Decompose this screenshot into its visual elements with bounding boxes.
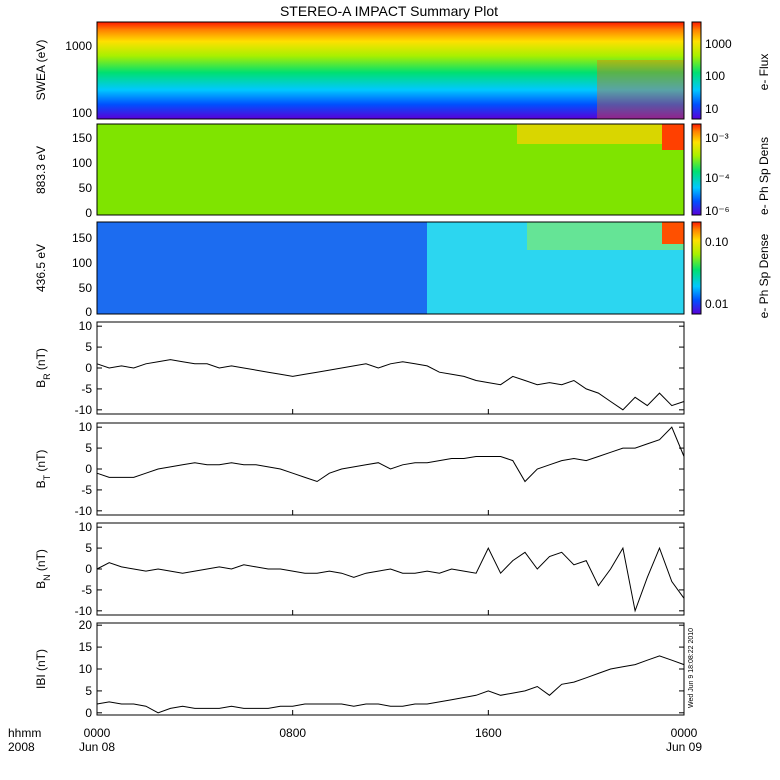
panel-frame <box>96 123 685 216</box>
y-tick-label: -5 <box>81 583 92 597</box>
series-line <box>96 359 685 411</box>
line-panel: 0 5 10 15 20 IBI (nT) <box>34 618 685 720</box>
x-tick-label: 0000 <box>671 726 698 740</box>
y-tick-label: 5 <box>85 541 92 555</box>
y-tick-label: 100 <box>72 256 92 270</box>
y-tick-label: 10 <box>79 520 93 534</box>
y-tick-label: 150 <box>72 231 92 245</box>
pad-883-red-patch <box>662 124 684 150</box>
y-tick-label: 5 <box>85 340 92 354</box>
y-tick-label: 5 <box>85 441 92 455</box>
colorbar-tick-label: 10⁻⁶ <box>705 204 730 218</box>
colorbar-tick-label: 1000 <box>705 37 732 51</box>
colorbar-label: e- Ph Sp Dens <box>757 137 771 215</box>
panel-frame <box>96 622 685 716</box>
y-tick-label: 0 <box>85 361 92 375</box>
y-axis-label: BT (nT) <box>34 450 52 489</box>
colorbar-tick-label: 100 <box>705 69 725 83</box>
y-tick-label: -10 <box>75 504 93 518</box>
y-tick-label: -10 <box>75 604 93 618</box>
y-tick-label: 10 <box>79 420 93 434</box>
y-tick-label: 0 <box>85 706 92 720</box>
y-tick-label: 0 <box>85 305 92 319</box>
colorbar-pad-436: 0.10 0.01 <box>691 221 729 315</box>
colorbar-ramp <box>691 21 702 120</box>
y-tick-label: -10 <box>75 403 93 417</box>
time-axis-row1-label: hhmm <box>8 726 41 740</box>
y-tick-label: 50 <box>79 181 93 195</box>
panel-frame <box>96 221 685 315</box>
series-line <box>96 426 685 483</box>
y-axis: 150 100 50 0 436.5 eV <box>34 231 92 319</box>
y-tick-label: 10 <box>79 662 93 676</box>
colorbar-tick-label: 10⁻³ <box>705 131 729 145</box>
colorbar-tick-label: 0.10 <box>705 235 729 249</box>
colorbar-pad-883: 10⁻³ 10⁻⁴ 10⁻⁶ <box>691 123 730 218</box>
x-tick-date: Jun 08 <box>79 740 115 754</box>
pad-436-warm-band <box>527 222 684 250</box>
x-tick-label: 0000 <box>84 726 111 740</box>
series-line <box>96 655 685 714</box>
y-tick-label: 0 <box>85 462 92 476</box>
colorbar-label: e- Ph Sp Dense <box>757 233 771 318</box>
time-axis-row2-label: 2008 <box>8 740 35 754</box>
y-tick-label: 100 <box>72 106 92 120</box>
y-axis-label: IBI (nT) <box>34 649 48 689</box>
panel-pad-883: 150 100 50 0 883.3 eV <box>34 123 685 220</box>
panel-frame <box>96 21 685 120</box>
pad-436-spectrogram-early <box>97 222 427 314</box>
colorbar-tick-label: 10 <box>705 102 719 116</box>
y-tick-label: 15 <box>79 640 93 654</box>
colorbar-ramp <box>691 221 702 315</box>
figure-title: STEREO-A IMPACT Summary Plot <box>280 3 498 19</box>
y-axis-label: 436.5 eV <box>34 244 48 292</box>
time-axis: hhmm 2008 0000 Jun 08 0800 1600 0000 Jun… <box>8 726 702 754</box>
x-tick-label: 0800 <box>279 726 306 740</box>
colorbars: 1000 100 10 e- Flux 10⁻³ 10⁻⁴ 10⁻⁶ 0.10 … <box>691 21 771 318</box>
y-axis-label: BN (nT) <box>34 549 52 589</box>
y-axis: 1000 100 SWEA (eV) <box>34 39 92 120</box>
colorbar-label: e- Flux <box>757 54 771 91</box>
series-line <box>96 546 685 613</box>
y-tick-label: 20 <box>79 618 93 632</box>
colorbar-ramp <box>691 123 702 216</box>
y-axis-label: BR (nT) <box>34 348 52 388</box>
swea-spectrogram <box>97 22 684 119</box>
x-tick-date: Jun 09 <box>666 740 702 754</box>
line-panels: -10 -5 0 5 10 BR (nT) -10 -5 0 5 10 BT (nT) -10 -5 0 5 1… <box>34 319 685 720</box>
panel-pad-436: 150 100 50 0 436.5 eV <box>34 221 685 319</box>
y-tick-label: 100 <box>72 156 92 170</box>
x-tick-label: 1600 <box>475 726 502 740</box>
y-axis-label: SWEA (eV) <box>34 40 48 101</box>
y-tick-label: 0 <box>85 562 92 576</box>
line-panel: -10 -5 0 5 10 BN (nT) <box>34 520 685 618</box>
y-tick-label: 50 <box>79 281 93 295</box>
line-panel: -10 -5 0 5 10 BT (nT) <box>34 420 685 518</box>
y-tick-label: 5 <box>85 684 92 698</box>
y-tick-label: 10 <box>79 319 93 333</box>
colorbar-tick-label: 0.01 <box>705 297 729 311</box>
y-tick-label: 150 <box>72 131 92 145</box>
y-tick-label: -5 <box>81 483 92 497</box>
y-tick-label: 1000 <box>65 39 92 53</box>
colorbar-flux: 1000 100 10 e- Flux <box>691 21 771 120</box>
colorbar-tick-label: 10⁻⁴ <box>705 171 730 185</box>
line-panel: -10 -5 0 5 10 BR (nT) <box>34 319 685 417</box>
pad-436-red-patch <box>662 222 684 244</box>
y-axis-label: 883.3 eV <box>34 146 48 194</box>
y-tick-label: 0 <box>85 206 92 220</box>
panel-swea: 1000 100 SWEA (eV) <box>34 21 685 120</box>
y-axis: 150 100 50 0 883.3 eV <box>34 131 92 220</box>
y-tick-label: -5 <box>81 382 92 396</box>
panel-frame <box>96 321 685 415</box>
swea-late-enhancement <box>597 60 684 119</box>
timestamp-label: Wed Jun 9 18:08:22 2010 <box>688 628 695 708</box>
pad-883-hot-band <box>517 124 684 144</box>
